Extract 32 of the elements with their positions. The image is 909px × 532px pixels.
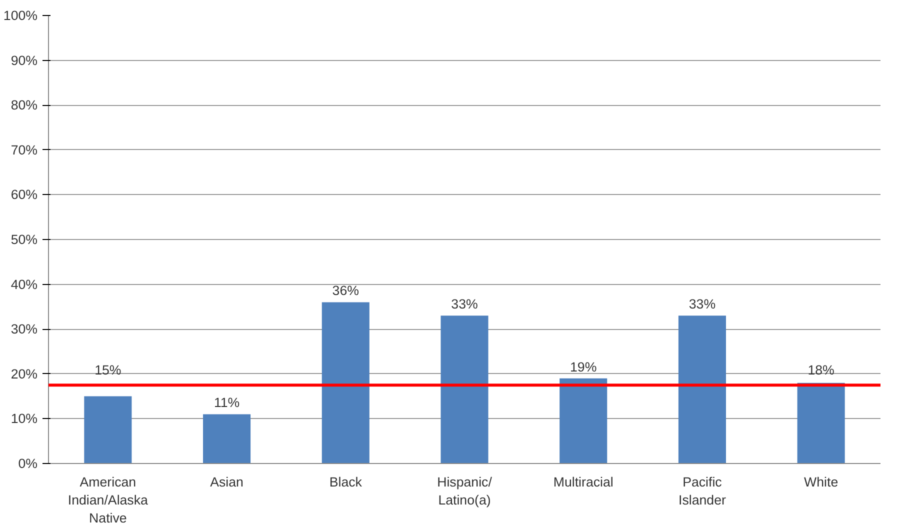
y-tick-label: 50% xyxy=(10,232,38,247)
x-tick-label: Hispanic/Latino(a) xyxy=(437,474,492,508)
y-tick-label: 60% xyxy=(10,187,38,202)
bar xyxy=(440,316,488,464)
data-label: 19% xyxy=(570,359,597,374)
y-tick-label: 40% xyxy=(10,276,38,292)
data-label: 18% xyxy=(808,362,835,378)
y-tick-label: 80% xyxy=(10,98,38,113)
x-tick-label: Asian xyxy=(210,474,244,490)
bar xyxy=(797,382,845,464)
x-tick-label: American Indian/Alaska Native xyxy=(68,474,149,526)
x-tick-label: Pacific Islander xyxy=(678,474,726,508)
data-label: 36% xyxy=(332,283,360,298)
y-tick-label: 70% xyxy=(10,142,38,158)
y-tick-label: 100% xyxy=(3,8,38,23)
y-tick-label: 0% xyxy=(18,456,38,471)
bar xyxy=(84,396,132,464)
y-tick-label: 90% xyxy=(10,52,38,68)
bar xyxy=(560,378,608,464)
y-tick-label: 20% xyxy=(10,366,38,382)
data-label: 11% xyxy=(214,395,240,410)
x-tick-label: Black xyxy=(329,474,362,490)
bar xyxy=(203,414,251,464)
data-label: 33% xyxy=(451,296,478,312)
data-label: 15% xyxy=(94,362,122,378)
bar xyxy=(678,316,726,464)
y-tick-label: 10% xyxy=(10,411,38,426)
x-tick-label: Multiracial xyxy=(553,474,614,490)
data-label: 33% xyxy=(688,296,716,312)
x-tick-label: White xyxy=(804,474,838,490)
y-tick-label: 30% xyxy=(10,322,38,337)
bar xyxy=(322,302,370,464)
